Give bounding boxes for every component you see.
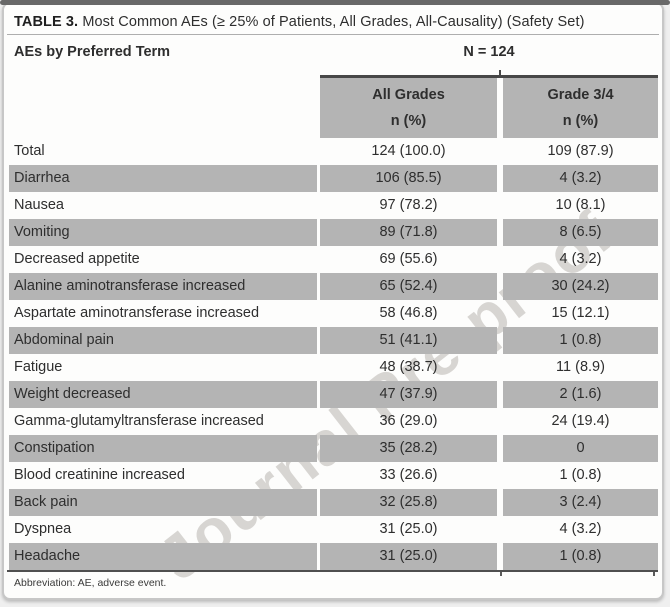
row-header-label: AEs by Preferred Term — [14, 44, 171, 60]
table-title-text: Most Common AEs (≥ 25% of Patients, All … — [78, 14, 585, 30]
table-row: Total 124 (100.0) 109 (87.9) — [9, 138, 662, 165]
all-grades-value: 31 (25.0) — [379, 521, 438, 537]
all-grades-value: 31 (25.0) — [320, 543, 497, 570]
ae-term-cell: Decreased appetite — [14, 251, 140, 267]
table-row: Fatigue 48 (38.7) 11 (8.9) — [9, 354, 662, 381]
all-grades-value: 51 (41.1) — [320, 327, 497, 354]
table-row: Diarrhea 106 (85.5) 4 (3.2) — [9, 165, 662, 192]
all-grades-value: 35 (28.2) — [320, 435, 497, 462]
grade-3-4-value: 15 (12.1) — [551, 305, 610, 321]
grade-3-4-value: 8 (6.5) — [503, 219, 658, 246]
ae-term-cell: Weight decreased — [9, 381, 317, 408]
all-grades-value: 33 (26.6) — [379, 467, 438, 483]
table-row: Back pain 32 (25.8) 3 (2.4) — [9, 489, 662, 516]
grade-3-4-value: 4 (3.2) — [503, 165, 658, 192]
table-row: Weight decreased 47 (37.9) 2 (1.6) — [9, 381, 662, 408]
column-header-all-grades: All Grades n (%) — [320, 78, 497, 138]
bottom-rule-tick — [653, 572, 655, 576]
table-row: Decreased appetite 69 (55.6) 4 (3.2) — [9, 246, 662, 273]
all-grades-value: 69 (55.6) — [379, 251, 438, 267]
ae-term-cell: Diarrhea — [9, 165, 317, 192]
ae-term-cell: Back pain — [9, 489, 317, 516]
all-grades-value: 32 (25.8) — [320, 489, 497, 516]
all-grades-value: 48 (38.7) — [379, 359, 438, 375]
ae-term-cell: Abdominal pain — [9, 327, 317, 354]
scan-top-edge — [0, 0, 670, 5]
grade-3-4-value: 30 (24.2) — [503, 273, 658, 300]
table-row: Vomiting 89 (71.8) 8 (6.5) — [9, 219, 662, 246]
ae-term-cell: Blood creatinine increased — [14, 467, 185, 483]
table-row: Dyspnea 31 (25.0) 4 (3.2) — [9, 516, 662, 543]
column-header-grade-3-4-title: Grade 3/4 — [547, 87, 614, 104]
table-body: Total 124 (100.0) 109 (87.9) Diarrhea 10… — [4, 138, 662, 570]
column-header-all-grades-title: All Grades — [372, 87, 445, 104]
abbreviation-footnote: Abbreviation: AE, adverse event. — [14, 577, 167, 589]
grade-3-4-value: 11 (8.9) — [556, 359, 605, 375]
bottom-rule-tick — [500, 572, 502, 576]
grade-3-4-value: 4 (3.2) — [559, 251, 602, 267]
column-header-grade-3-4-subtitle: n (%) — [562, 112, 599, 129]
table-row: Constipation 35 (28.2) 0 — [9, 435, 662, 462]
table-row: Headache 31 (25.0) 1 (0.8) — [9, 543, 662, 570]
grade-3-4-value: 0 — [503, 435, 658, 462]
ae-term-cell: Aspartate aminotransferase increased — [14, 305, 260, 321]
grade-3-4-value: 4 (3.2) — [559, 521, 602, 537]
ae-term-cell: Alanine aminotransferase increased — [9, 273, 317, 300]
table-row: Aspartate aminotransferase increased 58 … — [9, 300, 662, 327]
ae-term-cell: Nausea — [14, 197, 64, 213]
grade-3-4-value: 10 (8.1) — [555, 197, 606, 213]
column-header-grade-3-4: Grade 3/4 n (%) — [503, 78, 658, 138]
all-grades-value: 65 (52.4) — [320, 273, 497, 300]
table-row: Blood creatinine increased 33 (26.6) 1 (… — [9, 462, 662, 489]
all-grades-value: 106 (85.5) — [320, 165, 497, 192]
grade-3-4-value: 3 (2.4) — [503, 489, 658, 516]
grade-3-4-value: 109 (87.9) — [547, 143, 614, 159]
header-top-rule — [320, 75, 658, 78]
header-rule-tick — [499, 70, 501, 75]
table-title-label: TABLE 3. — [14, 14, 79, 30]
table-row: Alanine aminotransferase increased 65 (5… — [9, 273, 662, 300]
ae-term-cell: Fatigue — [14, 359, 63, 375]
table-bottom-rule — [7, 570, 658, 572]
ae-term-cell: Dyspnea — [14, 521, 72, 537]
all-grades-value: 47 (37.9) — [320, 381, 497, 408]
grade-3-4-value: 2 (1.6) — [503, 381, 658, 408]
column-header-all-grades-subtitle: n (%) — [390, 112, 427, 129]
grade-3-4-value: 1 (0.8) — [559, 467, 602, 483]
sample-size-label: N = 124 — [463, 44, 515, 60]
grade-3-4-value: 1 (0.8) — [503, 327, 658, 354]
ae-term-cell: Gamma-glutamyltransferase increased — [14, 413, 264, 429]
ae-term-cell: Vomiting — [9, 219, 317, 246]
ae-term-cell: Total — [14, 143, 45, 159]
table-row: Gamma-glutamyltransferase increased 36 (… — [9, 408, 662, 435]
grade-3-4-value: 1 (0.8) — [503, 543, 658, 570]
table-row: Abdominal pain 51 (41.1) 1 (0.8) — [9, 327, 662, 354]
grade-3-4-value: 24 (19.4) — [551, 413, 610, 429]
table-title: TABLE 3. Most Common AEs (≥ 25% of Patie… — [14, 11, 660, 33]
title-divider — [7, 34, 659, 35]
all-grades-value: 89 (71.8) — [320, 219, 497, 246]
all-grades-value: 124 (100.0) — [371, 143, 446, 159]
all-grades-value: 58 (46.8) — [379, 305, 438, 321]
ae-term-cell: Constipation — [9, 435, 317, 462]
ae-term-cell: Headache — [9, 543, 317, 570]
table-row: Nausea 97 (78.2) 10 (8.1) — [9, 192, 662, 219]
table-card: Journal Pre-proof TABLE 3. Most Common A… — [2, 2, 664, 600]
all-grades-value: 36 (29.0) — [379, 413, 438, 429]
all-grades-value: 97 (78.2) — [379, 197, 438, 213]
